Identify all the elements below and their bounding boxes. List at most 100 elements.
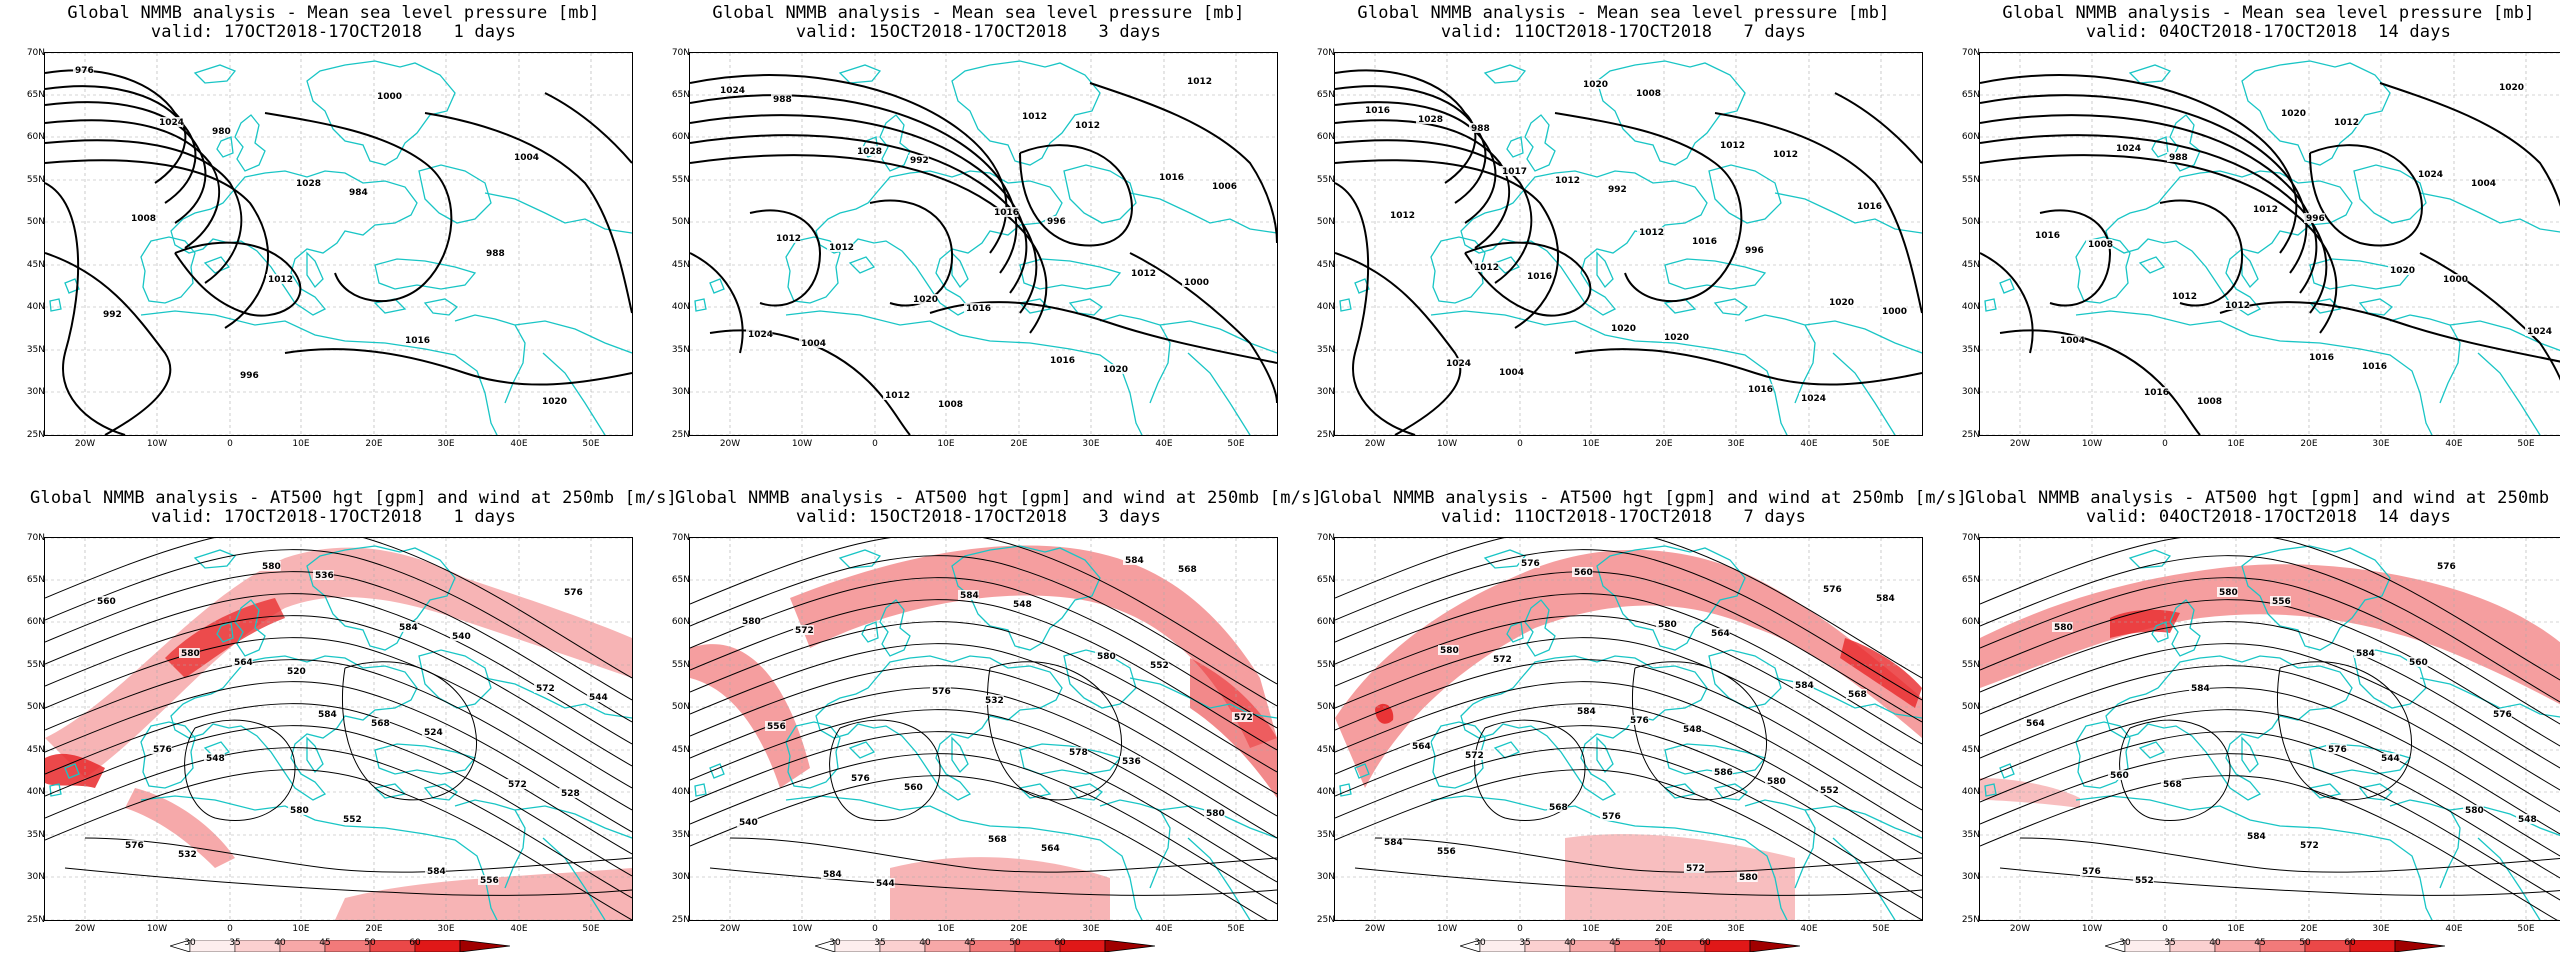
lon-tick-label: 10E (292, 439, 310, 449)
wind-colorbar: 30 35 40 45 50 60 (813, 937, 1156, 959)
contour-label-bg (1855, 201, 1882, 211)
contour-label-bg (506, 779, 527, 789)
contour-label: 1020 (2281, 109, 2306, 119)
coast-segment (2449, 320, 2560, 352)
lat-tick-label: 40N (26, 302, 45, 312)
colorbar-label: 50 (1009, 938, 1021, 948)
lon-tick-label: 30E (2372, 439, 2390, 449)
lat-tick-label: 30N (671, 387, 690, 397)
graticule (1335, 53, 1922, 435)
graticule (690, 53, 1277, 435)
height-contour-line (1335, 615, 1922, 767)
contour-label: 576 (932, 687, 951, 697)
contour-label-bg (1628, 715, 1649, 725)
coast-segment (2151, 621, 2169, 643)
contour-label-bg (1547, 802, 1568, 812)
coast-segment (234, 599, 266, 657)
contour-label: 560 (904, 783, 923, 793)
contour-label-bg (2058, 335, 2085, 345)
contour-label: 1012 (1639, 228, 1664, 238)
contour-label: 1012 (1022, 112, 1047, 122)
contour-label: 1006 (1212, 182, 1237, 192)
lat-tick-label: 30N (26, 872, 45, 882)
lon-tick-label: 0 (1517, 439, 1523, 449)
wind-shade-region (1980, 564, 2560, 705)
contour-label-bg (369, 718, 390, 728)
coastline (694, 60, 1277, 435)
contour-label-bg (450, 631, 471, 641)
contour-label-bg (883, 390, 910, 400)
coast-segment (2241, 251, 2259, 289)
contour-label: 576 (851, 774, 870, 784)
contour-label-bg (2217, 587, 2238, 597)
isobar-line (690, 134, 1038, 314)
isobar-line (1089, 82, 1277, 244)
coast-segment (785, 310, 1143, 435)
coast-segment (49, 298, 62, 312)
map-canvas: 988 992 996 1000 1004 1008 1012 1012 1016 1020 102… (1335, 53, 1922, 435)
contour-labels: 988 996 1000 1004 1008 1012 1004 1008 1012 1016 10… (2033, 82, 2552, 407)
colorbar-label: 60 (1699, 938, 1711, 948)
colorbar-label: 45 (319, 938, 331, 948)
contour-label: 1008 (131, 214, 156, 224)
lat-tick-label: 50N (671, 702, 690, 712)
height-contour-line (1335, 659, 1922, 811)
colorbar-bin (2259, 939, 2306, 953)
coast-segment (2075, 236, 2131, 304)
contour-label-bg (1500, 166, 1527, 176)
contour-label: 1000 (1882, 307, 1907, 317)
map-frame: 544 548 552 556 560 564 568 572 576 580 584 576 580 5… (1962, 533, 2560, 934)
lat-tick-label: 70N (671, 533, 690, 543)
contour-label-bg (2360, 361, 2387, 371)
lat-tick-label: 30N (1316, 387, 1335, 397)
isobar-line (1714, 112, 1922, 314)
contour-label: 1020 (542, 397, 567, 407)
colorbar-label: 35 (2164, 938, 2176, 948)
contour-label: 560 (2409, 658, 2428, 668)
contour-label: 580 (2054, 623, 2073, 633)
contour-label-bg (1101, 364, 1128, 374)
contour-label-bg (2080, 866, 2101, 876)
contour-label-bg (1039, 843, 1060, 853)
contour-label: 1012 (1773, 150, 1798, 160)
contour-label: 1012 (1187, 77, 1212, 87)
contour-label-bg (1204, 808, 1225, 818)
contour-label-bg (1765, 776, 1786, 786)
lon-tick-label: 10W (2081, 924, 2103, 934)
contour-label: 1016 (1692, 237, 1717, 247)
contour-label: 988 (1471, 124, 1490, 134)
contour-label: 580 (1440, 646, 1459, 656)
colorbar-bin (2214, 939, 2261, 953)
contour-label: 564 (1711, 629, 1730, 639)
contour-label: 1024 (748, 330, 773, 340)
height-contour-line (690, 577, 1277, 729)
contour-label: 1020 (2499, 83, 2524, 93)
contour-label-bg (1737, 872, 1758, 882)
lat-tick-label: 60N (1316, 132, 1335, 142)
contour-label: 1004 (801, 339, 826, 349)
coast-segment (709, 278, 725, 294)
contour-label: 556 (767, 722, 786, 732)
contour-label: 584 (1795, 681, 1814, 691)
lat-tick-label: 50N (1961, 702, 1980, 712)
contour-label-bg (958, 590, 979, 600)
colorbar-bin (1479, 939, 1526, 953)
contour-label-bg (2435, 561, 2456, 571)
map-canvas: 976 980 984 988 992 996 1000 1004 1008 1012 1016 10… (45, 53, 632, 435)
isobar-line (544, 92, 632, 164)
contour-label-bg (562, 587, 583, 597)
contour-label: 564 (1041, 844, 1060, 854)
contour-label: 1016 (1748, 385, 1773, 395)
contour-label-bg (793, 625, 814, 635)
coast-segment (1099, 314, 1171, 404)
contour-label: 1008 (2088, 240, 2113, 250)
panel-valid-range: valid: 17OCT2018-17OCT2018 1 days (150, 507, 517, 527)
contour-label-bg (718, 85, 745, 95)
contour-label: 1012 (1720, 141, 1745, 151)
contour-label-bg (1210, 181, 1237, 191)
colorbar-label: 30 (829, 938, 841, 948)
height-contour-line (2119, 719, 2231, 822)
lat-tick-label: 70N (1316, 533, 1335, 543)
contour-label-bg (1410, 741, 1431, 751)
lat-tick-label: 60N (26, 132, 45, 142)
